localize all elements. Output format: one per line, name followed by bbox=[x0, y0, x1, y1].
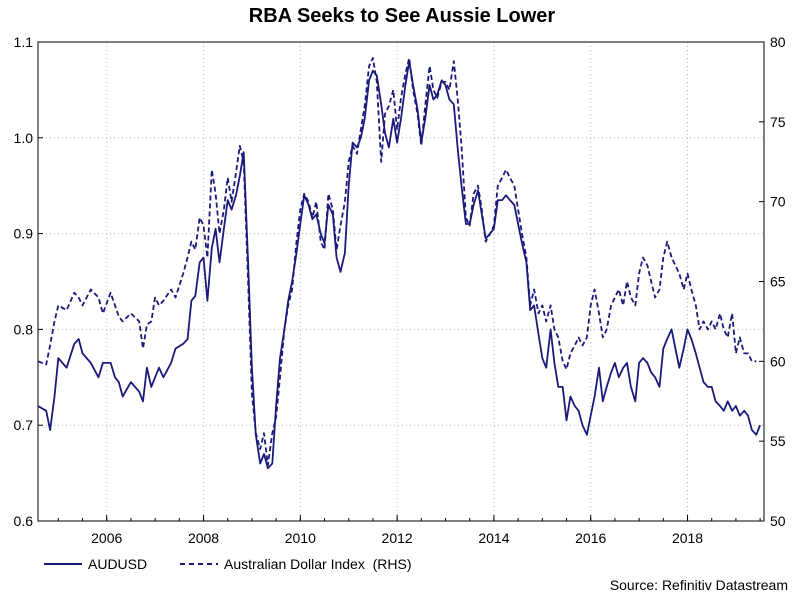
tick-label-x: 2018 bbox=[672, 530, 703, 546]
series-line-audusd bbox=[37, 60, 761, 470]
tick-label-left: 0.7 bbox=[14, 417, 34, 433]
tick-label-left: 0.8 bbox=[14, 321, 34, 337]
tick-label-right: 60 bbox=[770, 353, 786, 369]
tick-label-x: 2008 bbox=[188, 530, 219, 546]
tick-label-left: 0.6 bbox=[14, 513, 34, 529]
tick-label-x: 2010 bbox=[285, 530, 316, 546]
tick-label-left: 1.1 bbox=[14, 34, 34, 50]
tick-label-right: 55 bbox=[770, 433, 786, 449]
x-axis: 2006 2008 2010 2012 2014 2016 2018 bbox=[57, 515, 761, 546]
source-note: Source: Refinitiv Datastream bbox=[610, 577, 788, 593]
legend-label-aud-index: Australian Dollar Index (RHS) bbox=[224, 556, 412, 572]
tick-label-right: 75 bbox=[770, 114, 786, 130]
series-line-aud-index bbox=[37, 57, 757, 466]
series-layer bbox=[37, 57, 761, 470]
grid bbox=[38, 42, 764, 521]
legend-label-audusd: AUDUSD bbox=[88, 556, 147, 572]
legend: AUDUSD Australian Dollar Index (RHS) bbox=[44, 556, 412, 572]
tick-label-x: 2014 bbox=[478, 530, 509, 546]
tick-label-right: 65 bbox=[770, 274, 786, 290]
y-axis-right: 50 55 60 65 70 75 80 bbox=[759, 34, 786, 529]
tick-label-right: 80 bbox=[770, 34, 786, 50]
tick-label-right: 70 bbox=[770, 194, 786, 210]
tick-label-x: 2012 bbox=[382, 530, 413, 546]
chart-title: RBA Seeks to See Aussie Lower bbox=[249, 5, 556, 27]
tick-label-x: 2006 bbox=[91, 530, 122, 546]
tick-label-left: 0.9 bbox=[14, 226, 34, 242]
tick-label-x: 2016 bbox=[575, 530, 606, 546]
y-axis-left: 0.6 0.7 0.8 0.9 1.0 1.1 bbox=[14, 34, 43, 529]
tick-label-right: 50 bbox=[770, 513, 786, 529]
tick-label-left: 1.0 bbox=[14, 130, 34, 146]
